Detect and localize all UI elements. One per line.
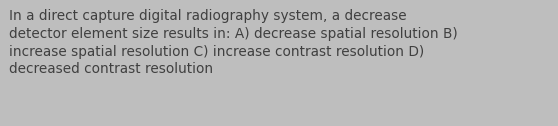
Text: In a direct capture digital radiography system, a decrease
detector element size: In a direct capture digital radiography … [9,9,458,76]
